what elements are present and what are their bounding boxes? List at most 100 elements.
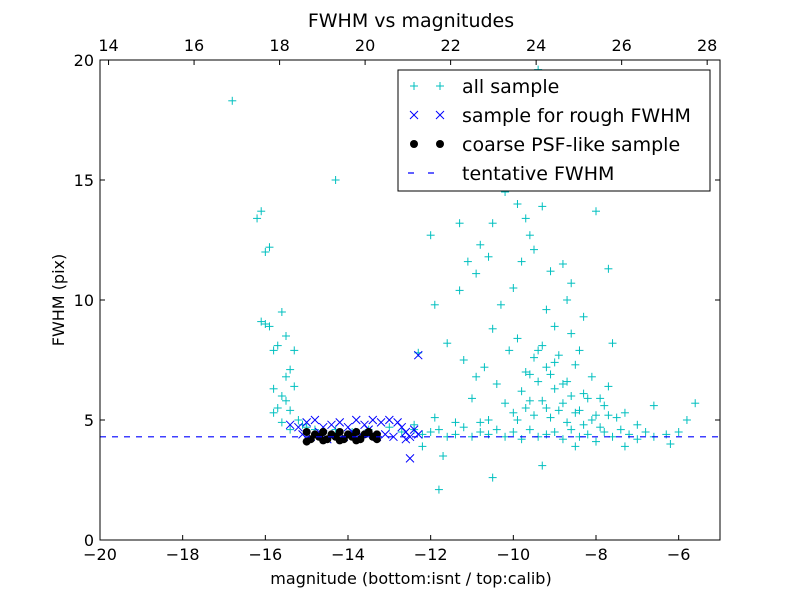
rough-sample-point-d2 <box>384 415 394 425</box>
y-tick-label: 5 <box>84 411 94 430</box>
all-sample-point <box>488 219 497 228</box>
psf-sample-point <box>352 428 361 436</box>
all-sample-point <box>286 425 295 434</box>
all-sample-point <box>273 341 282 350</box>
all-sample-point <box>554 406 563 415</box>
legend-label-all-sample: all sample <box>462 76 559 98</box>
legend-marker-all-sample <box>410 82 418 90</box>
rough-sample-point-d2 <box>302 418 312 427</box>
y-tick-label: 20 <box>74 51 94 70</box>
all-sample-point <box>455 286 464 295</box>
all-sample-point <box>426 231 435 240</box>
all-sample-point <box>455 219 464 228</box>
all-sample-point <box>463 257 472 266</box>
all-sample-point <box>542 404 551 412</box>
all-sample-point <box>480 363 489 372</box>
all-sample-point <box>530 411 538 420</box>
all-sample-point <box>282 396 290 405</box>
all-sample-point <box>513 416 522 424</box>
all-sample-point <box>294 416 303 424</box>
rough-sample-point-d2 <box>360 420 369 430</box>
all-sample-point <box>542 363 551 372</box>
all-sample-point <box>682 416 691 424</box>
all-sample-point <box>509 284 518 292</box>
bottom-tick-label: −20 <box>83 545 117 564</box>
all-sample-point <box>282 372 290 381</box>
all-sample-point <box>418 430 427 439</box>
psf-sample-point <box>335 428 344 436</box>
top-tick-label: 20 <box>355 36 375 55</box>
top-tick-label: 28 <box>697 36 717 55</box>
all-sample-point <box>550 384 559 393</box>
all-sample-point <box>509 428 518 436</box>
legend-marker-psf-sample <box>410 140 418 148</box>
rough-sample-point-d2 <box>380 430 390 439</box>
all-sample-point <box>484 252 493 261</box>
all-sample-point <box>571 408 580 417</box>
rough-sample-point-d2 <box>409 425 419 434</box>
all-sample-point <box>385 423 394 432</box>
y-tick-label: 10 <box>74 291 94 310</box>
rough-sample-point <box>351 415 361 425</box>
rough-sample-point <box>384 415 394 425</box>
rough-sample-point-d2 <box>285 420 295 430</box>
bottom-tick-label: −16 <box>248 545 282 564</box>
all-sample-point <box>550 428 559 436</box>
all-sample-point <box>331 176 340 184</box>
all-sample-point <box>600 428 609 436</box>
all-sample-point <box>649 401 658 410</box>
rough-sample-point-d2 <box>405 432 415 442</box>
rough-sample-point <box>368 415 378 425</box>
rough-sample-point-d2 <box>376 418 386 427</box>
all-sample-point <box>513 334 522 343</box>
y-tick-label: 15 <box>74 171 94 190</box>
bottom-tick-label: −6 <box>667 545 691 564</box>
bottom-tick-label: −18 <box>166 545 200 564</box>
all-sample-point <box>265 243 274 252</box>
all-sample-point <box>426 428 435 436</box>
top-tick-label: 24 <box>526 36 546 55</box>
all-sample-point <box>558 435 567 444</box>
all-sample-point <box>468 394 476 403</box>
all-sample-point <box>600 401 609 410</box>
all-sample-point <box>430 300 439 309</box>
all-sample-point <box>282 332 290 340</box>
psf-sample-point <box>302 428 311 436</box>
all-sample-point <box>691 399 700 408</box>
all-sample-point <box>513 200 522 208</box>
top-tick-label: 22 <box>440 36 460 55</box>
all-sample-point <box>476 240 485 249</box>
all-sample-point <box>261 320 270 328</box>
all-sample-point <box>563 296 572 304</box>
legend-marker-psf-sample <box>436 140 444 148</box>
all-sample-point <box>571 360 580 369</box>
all-sample-point <box>434 485 443 494</box>
top-tick-label: 18 <box>269 36 289 55</box>
all-sample-point <box>583 430 592 439</box>
legend-label-tentative-fwhm: tentative FWHM <box>462 163 614 185</box>
all-sample-point <box>538 341 547 350</box>
all-sample-point <box>492 380 501 388</box>
all-sample-point <box>273 404 282 412</box>
rough-sample-point-d2 <box>405 454 415 463</box>
rough-sample-point-d2 <box>294 422 303 432</box>
all-sample-point <box>261 248 270 256</box>
rough-sample-point <box>285 420 295 430</box>
all-sample-point <box>525 370 534 379</box>
all-sample-point <box>567 392 576 400</box>
all-sample-point <box>397 428 406 436</box>
all-sample-point <box>290 346 299 355</box>
all-sample-point <box>459 356 468 364</box>
rough-sample-point-d2 <box>413 350 423 360</box>
all-sample-point <box>604 264 613 273</box>
all-sample-point <box>277 418 286 427</box>
all-sample-point <box>534 346 543 355</box>
all-sample-point <box>616 425 625 434</box>
legend-box <box>397 69 711 192</box>
all-sample-point <box>277 308 286 316</box>
all-sample-point <box>567 425 576 434</box>
all-sample-point <box>298 420 307 429</box>
all-sample-point <box>563 418 572 427</box>
rough-sample-point <box>405 454 415 463</box>
all-sample-point <box>563 377 572 386</box>
